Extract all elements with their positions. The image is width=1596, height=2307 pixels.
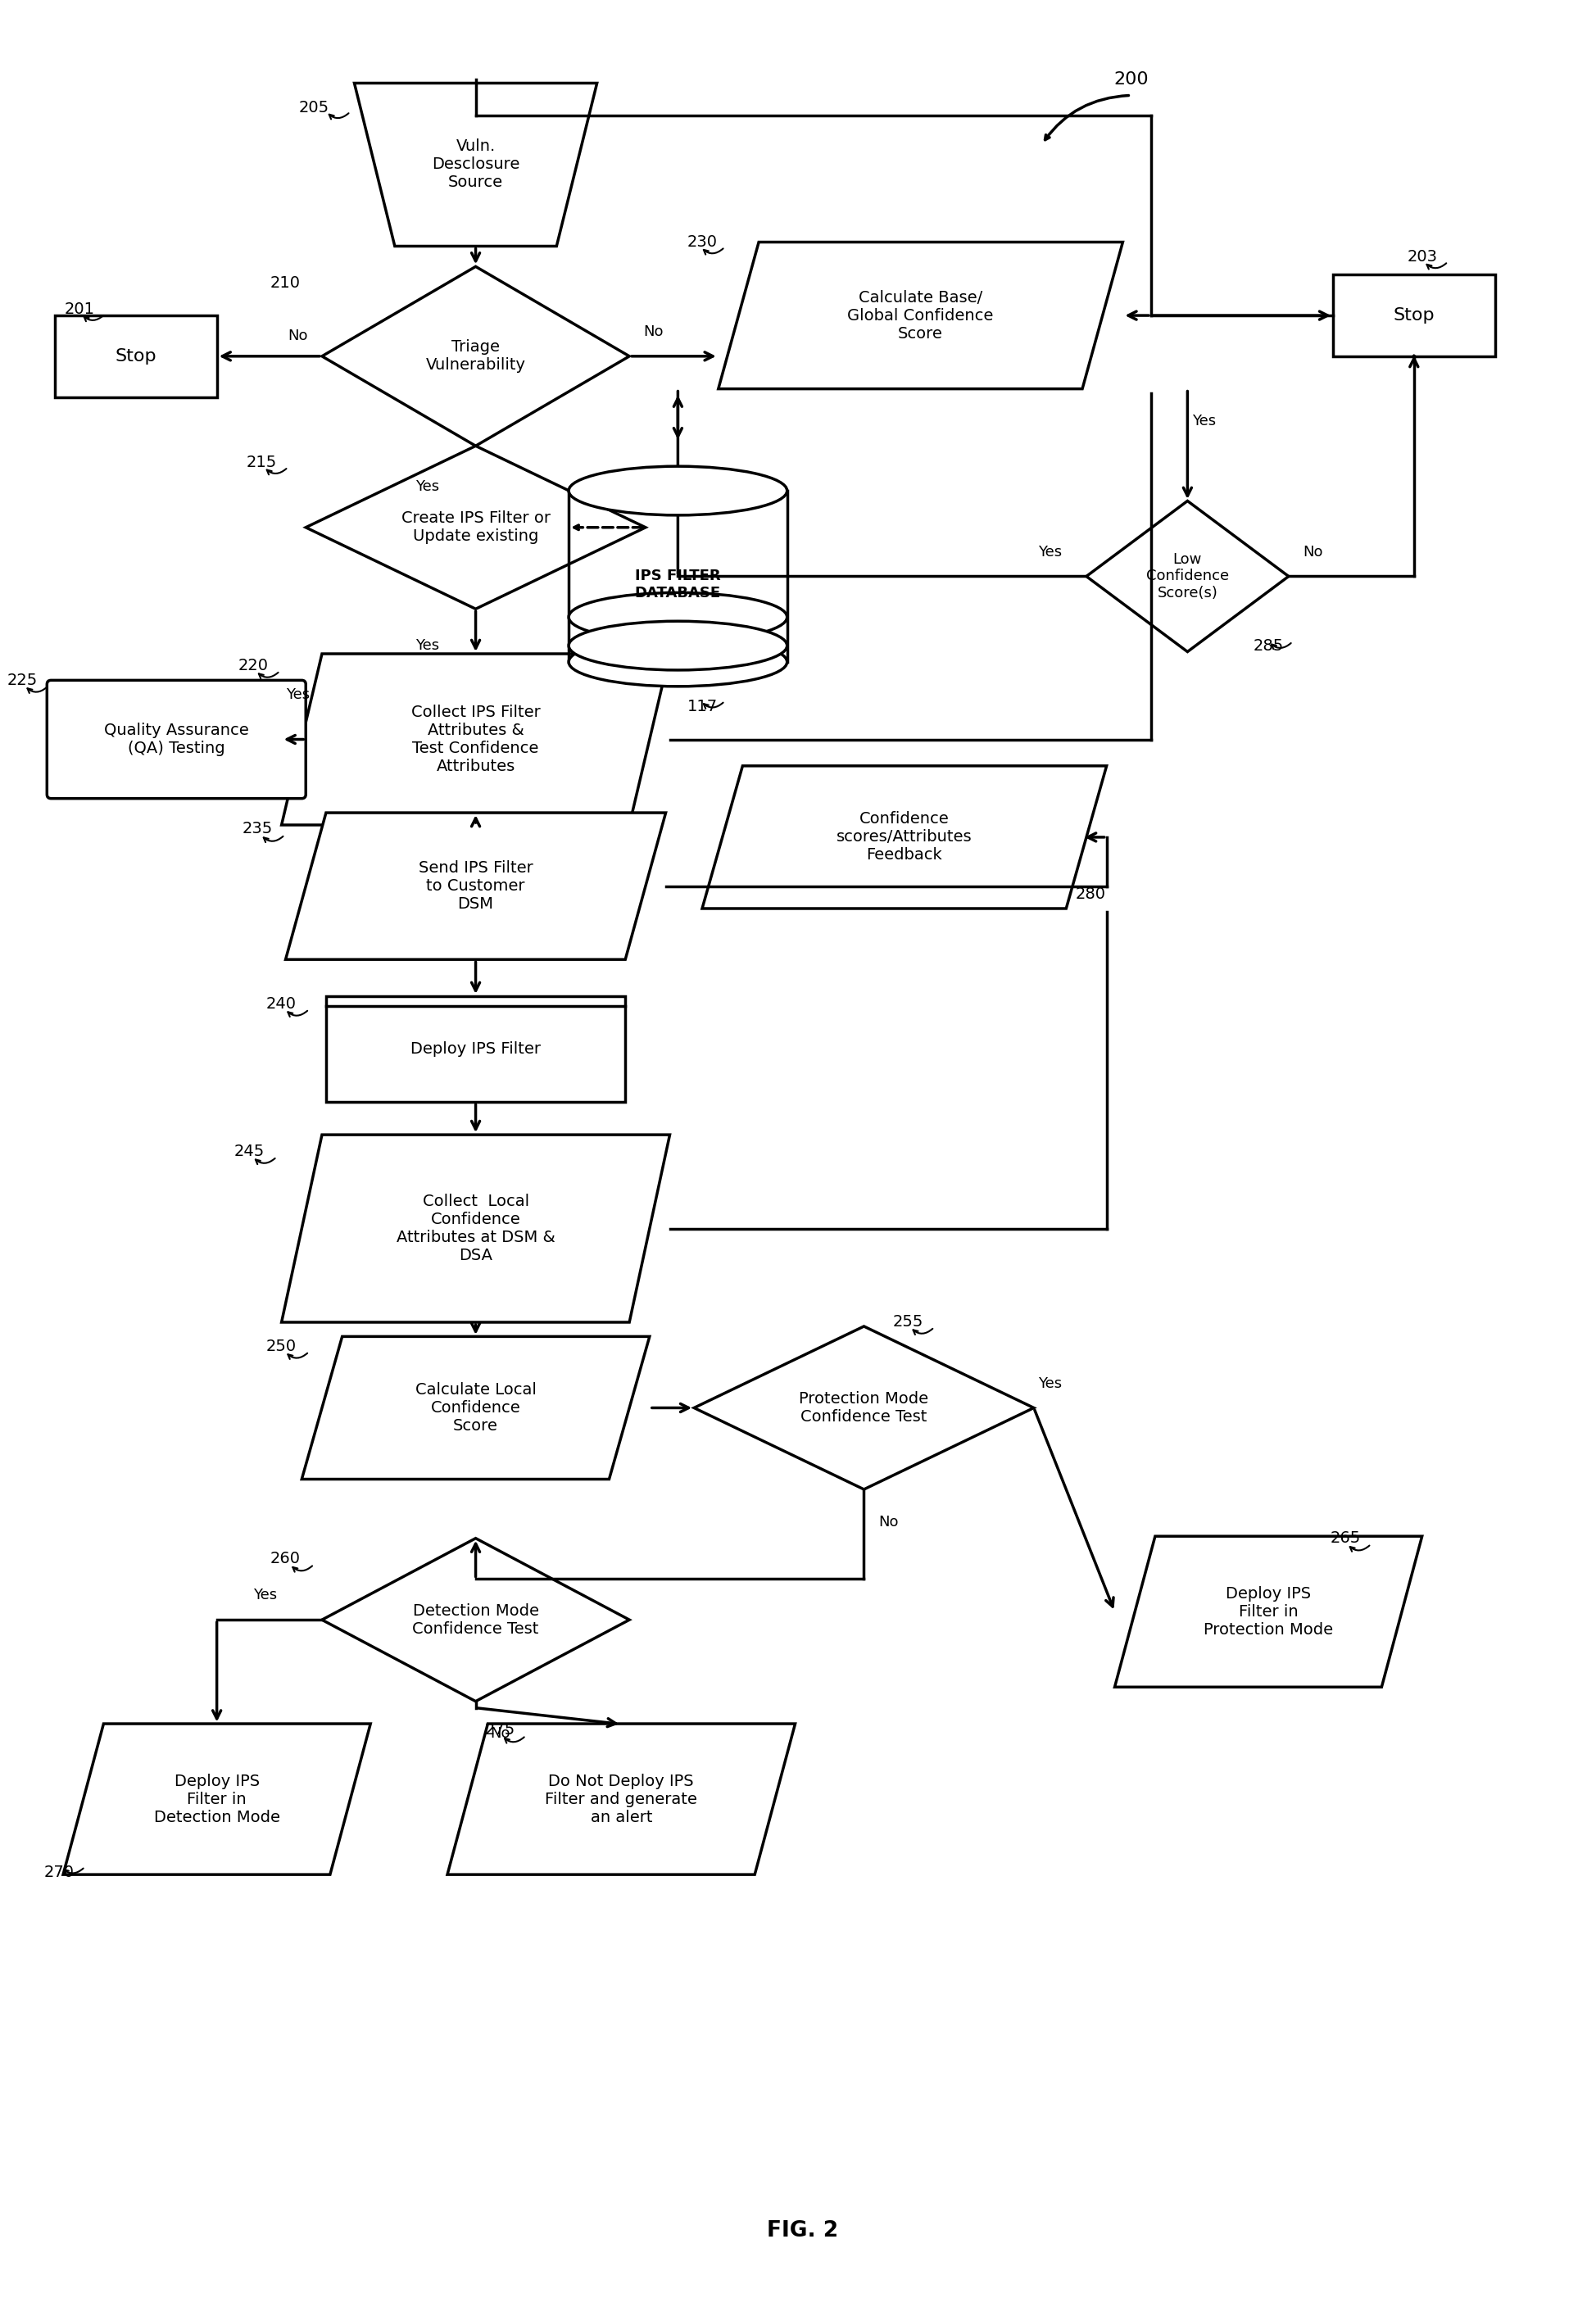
Text: Calculate Local
Confidence
Score: Calculate Local Confidence Score [415,1382,536,1433]
Polygon shape [306,445,645,609]
Text: 285: 285 [1253,637,1283,653]
FancyBboxPatch shape [46,681,306,798]
Polygon shape [64,1723,370,1876]
Text: Collect IPS Filter
Attributes &
Test Confidence
Attributes: Collect IPS Filter Attributes & Test Con… [412,704,541,775]
Text: 203: 203 [1408,249,1438,265]
Text: Create IPS Filter or
Update existing: Create IPS Filter or Update existing [401,510,551,544]
Text: 240: 240 [267,997,297,1013]
Text: Deploy IPS
Filter in
Protection Mode: Deploy IPS Filter in Protection Mode [1203,1585,1333,1638]
Text: 220: 220 [238,657,268,674]
Text: Confidence
scores/Attributes
Feedback: Confidence scores/Attributes Feedback [836,812,972,863]
Text: 280: 280 [1076,886,1106,902]
Text: 265: 265 [1329,1530,1360,1546]
Ellipse shape [568,637,787,687]
Polygon shape [302,1336,650,1479]
Text: No: No [287,328,308,344]
Text: 210: 210 [270,275,300,291]
Text: Yes: Yes [1192,413,1216,429]
Text: Calculate Base/
Global Confidence
Score: Calculate Base/ Global Confidence Score [847,291,994,341]
Text: Low
Confidence
Score(s): Low Confidence Score(s) [1146,551,1229,600]
Polygon shape [322,1539,629,1700]
Polygon shape [354,83,597,247]
Ellipse shape [568,466,787,514]
Text: Quality Assurance
(QA) Testing: Quality Assurance (QA) Testing [104,722,249,757]
Text: No: No [643,325,664,339]
Text: Detection Mode
Confidence Test: Detection Mode Confidence Test [412,1603,539,1636]
Text: Yes: Yes [415,480,439,494]
Polygon shape [281,653,670,826]
Text: Deploy IPS
Filter in
Detection Mode: Deploy IPS Filter in Detection Mode [153,1774,279,1825]
Polygon shape [447,1723,795,1876]
Text: No: No [490,1726,511,1742]
Polygon shape [1114,1536,1422,1686]
Text: No: No [1302,544,1323,558]
Text: Yes: Yes [1037,1375,1061,1391]
Text: Yes: Yes [286,687,310,701]
Text: 270: 270 [45,1864,75,1880]
Text: IPS FILTER
DATABASE: IPS FILTER DATABASE [635,568,721,600]
Text: No: No [878,1516,899,1530]
Text: Triage
Vulnerability: Triage Vulnerability [426,339,525,374]
Ellipse shape [568,593,787,641]
Text: Protection Mode
Confidence Test: Protection Mode Confidence Test [800,1391,929,1426]
Text: 275: 275 [485,1721,516,1737]
Bar [568,491,787,662]
Text: FIG. 2: FIG. 2 [766,2222,838,2242]
Text: 200: 200 [1114,72,1149,88]
Polygon shape [1087,501,1288,653]
Bar [326,997,626,1103]
Text: 201: 201 [64,302,94,316]
Polygon shape [322,268,629,445]
Polygon shape [718,242,1122,390]
Polygon shape [694,1327,1034,1490]
Text: Yes: Yes [1037,544,1061,558]
Text: Yes: Yes [254,1587,278,1603]
Polygon shape [286,812,666,960]
Text: 205: 205 [298,99,329,115]
Text: Collect  Local
Confidence
Attributes at DSM &
DSA: Collect Local Confidence Attributes at D… [396,1193,555,1264]
Text: Stop: Stop [1393,307,1435,323]
Text: 230: 230 [686,235,717,249]
Text: 245: 245 [235,1144,265,1158]
Polygon shape [281,1135,670,1322]
Text: Deploy IPS Filter: Deploy IPS Filter [410,1040,541,1057]
Text: 260: 260 [270,1550,300,1566]
Text: 235: 235 [243,821,273,837]
Text: 255: 255 [894,1315,924,1331]
Text: 250: 250 [267,1338,297,1354]
Text: Yes: Yes [415,639,439,653]
Text: 225: 225 [8,674,38,687]
Text: 215: 215 [246,454,276,471]
Text: Stop: Stop [115,348,156,365]
Text: Send IPS Filter
to Customer
DSM: Send IPS Filter to Customer DSM [418,861,533,911]
Text: Vuln.
Desclosure
Source: Vuln. Desclosure Source [431,138,520,191]
Polygon shape [702,766,1106,909]
Ellipse shape [568,621,787,669]
Text: Do Not Deploy IPS
Filter and generate
an alert: Do Not Deploy IPS Filter and generate an… [546,1774,697,1825]
Bar [54,316,217,397]
Text: 117: 117 [686,699,717,715]
Bar [1333,275,1495,355]
